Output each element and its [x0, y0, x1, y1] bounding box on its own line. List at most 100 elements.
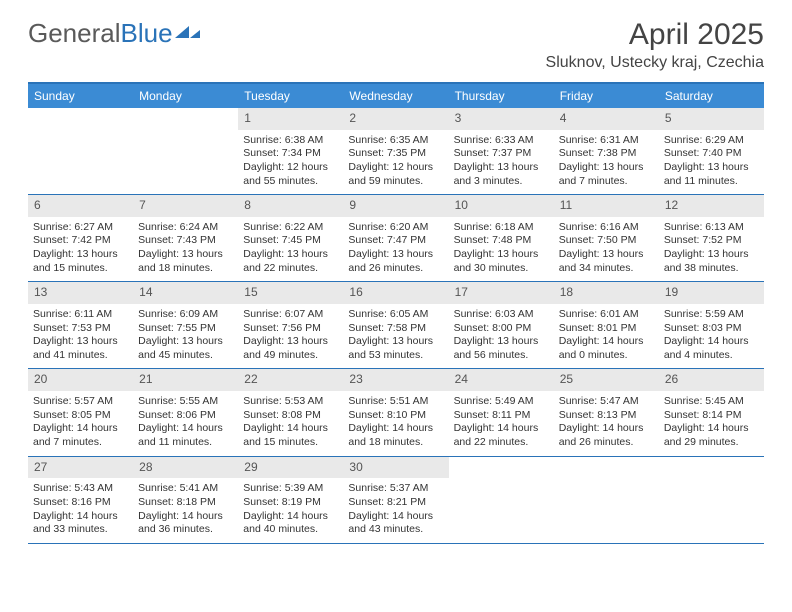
sunrise-text: Sunrise: 6:35 AM — [348, 134, 443, 148]
day-cell: 16Sunrise: 6:05 AMSunset: 7:58 PMDayligh… — [343, 282, 448, 368]
daylight-text: Daylight: 13 hours — [559, 248, 654, 262]
sunrise-text: Sunrise: 5:45 AM — [664, 395, 759, 409]
daylight-text: Daylight: 14 hours — [348, 422, 443, 436]
sunset-text: Sunset: 8:01 PM — [559, 322, 654, 336]
sunrise-text: Sunrise: 5:47 AM — [559, 395, 654, 409]
daylight-text: and 56 minutes. — [454, 349, 549, 363]
day-number: 25 — [554, 369, 659, 391]
day-number: 21 — [133, 369, 238, 391]
sunrise-text: Sunrise: 6:11 AM — [33, 308, 128, 322]
day-cell: 30Sunrise: 5:37 AMSunset: 8:21 PMDayligh… — [343, 457, 448, 543]
sunset-text: Sunset: 8:16 PM — [33, 496, 128, 510]
day-cell: 14Sunrise: 6:09 AMSunset: 7:55 PMDayligh… — [133, 282, 238, 368]
day-cell: 21Sunrise: 5:55 AMSunset: 8:06 PMDayligh… — [133, 369, 238, 455]
day-number: 4 — [554, 108, 659, 130]
daylight-text: Daylight: 14 hours — [559, 335, 654, 349]
day-number: 16 — [343, 282, 448, 304]
sunset-text: Sunset: 7:42 PM — [33, 234, 128, 248]
day-number: 15 — [238, 282, 343, 304]
daylight-text: and 43 minutes. — [348, 523, 443, 537]
sunset-text: Sunset: 7:40 PM — [664, 147, 759, 161]
day-number: 26 — [659, 369, 764, 391]
month-title: April 2025 — [546, 18, 764, 52]
daylight-text: and 45 minutes. — [138, 349, 233, 363]
sunset-text: Sunset: 8:08 PM — [243, 409, 338, 423]
daylight-text: and 38 minutes. — [664, 262, 759, 276]
day-number: 27 — [28, 457, 133, 479]
day-cell: 11Sunrise: 6:16 AMSunset: 7:50 PMDayligh… — [554, 195, 659, 281]
daylight-text: and 26 minutes. — [348, 262, 443, 276]
daylight-text: and 22 minutes. — [243, 262, 338, 276]
day-cell: 17Sunrise: 6:03 AMSunset: 8:00 PMDayligh… — [449, 282, 554, 368]
weekday-header: Friday — [554, 84, 659, 108]
week-row: 13Sunrise: 6:11 AMSunset: 7:53 PMDayligh… — [28, 282, 764, 369]
day-number: 6 — [28, 195, 133, 217]
sunrise-text: Sunrise: 6:38 AM — [243, 134, 338, 148]
daylight-text: and 18 minutes. — [138, 262, 233, 276]
sunset-text: Sunset: 7:43 PM — [138, 234, 233, 248]
daylight-text: and 55 minutes. — [243, 175, 338, 189]
sunset-text: Sunset: 7:56 PM — [243, 322, 338, 336]
day-number: 1 — [238, 108, 343, 130]
daylight-text: Daylight: 14 hours — [348, 510, 443, 524]
weekday-header: Monday — [133, 84, 238, 108]
day-cell: 6Sunrise: 6:27 AMSunset: 7:42 PMDaylight… — [28, 195, 133, 281]
day-cell: 28Sunrise: 5:41 AMSunset: 8:18 PMDayligh… — [133, 457, 238, 543]
day-number: 24 — [449, 369, 554, 391]
daylight-text: Daylight: 14 hours — [243, 510, 338, 524]
day-cell: 4Sunrise: 6:31 AMSunset: 7:38 PMDaylight… — [554, 108, 659, 194]
day-cell: 29Sunrise: 5:39 AMSunset: 8:19 PMDayligh… — [238, 457, 343, 543]
day-cell: 1Sunrise: 6:38 AMSunset: 7:34 PMDaylight… — [238, 108, 343, 194]
daylight-text: Daylight: 14 hours — [138, 510, 233, 524]
day-number: 8 — [238, 195, 343, 217]
day-cell: 9Sunrise: 6:20 AMSunset: 7:47 PMDaylight… — [343, 195, 448, 281]
day-number: 17 — [449, 282, 554, 304]
day-cell: 8Sunrise: 6:22 AMSunset: 7:45 PMDaylight… — [238, 195, 343, 281]
day-cell: 5Sunrise: 6:29 AMSunset: 7:40 PMDaylight… — [659, 108, 764, 194]
sunset-text: Sunset: 8:19 PM — [243, 496, 338, 510]
week-row: 27Sunrise: 5:43 AMSunset: 8:16 PMDayligh… — [28, 457, 764, 544]
daylight-text: and 34 minutes. — [559, 262, 654, 276]
daylight-text: Daylight: 13 hours — [243, 248, 338, 262]
daylight-text: Daylight: 14 hours — [664, 335, 759, 349]
daylight-text: and 18 minutes. — [348, 436, 443, 450]
sunrise-text: Sunrise: 6:03 AM — [454, 308, 549, 322]
daylight-text: Daylight: 14 hours — [454, 422, 549, 436]
daylight-text: Daylight: 13 hours — [664, 248, 759, 262]
weekday-header: Wednesday — [343, 84, 448, 108]
week-row: ..1Sunrise: 6:38 AMSunset: 7:34 PMDaylig… — [28, 108, 764, 195]
logo-icon — [175, 22, 201, 40]
sunset-text: Sunset: 7:47 PM — [348, 234, 443, 248]
daylight-text: and 29 minutes. — [664, 436, 759, 450]
weekday-header: Thursday — [449, 84, 554, 108]
daylight-text: Daylight: 14 hours — [559, 422, 654, 436]
day-cell: 12Sunrise: 6:13 AMSunset: 7:52 PMDayligh… — [659, 195, 764, 281]
sunrise-text: Sunrise: 6:01 AM — [559, 308, 654, 322]
day-cell: 25Sunrise: 5:47 AMSunset: 8:13 PMDayligh… — [554, 369, 659, 455]
calendar-page: GeneralBlue April 2025 Sluknov, Ustecky … — [0, 0, 792, 544]
weekday-header: Sunday — [28, 84, 133, 108]
sunrise-text: Sunrise: 5:51 AM — [348, 395, 443, 409]
day-number: 11 — [554, 195, 659, 217]
day-number: 2 — [343, 108, 448, 130]
day-number: 10 — [449, 195, 554, 217]
day-cell: . — [449, 457, 554, 543]
sunset-text: Sunset: 8:03 PM — [664, 322, 759, 336]
daylight-text: Daylight: 13 hours — [138, 335, 233, 349]
daylight-text: and 59 minutes. — [348, 175, 443, 189]
day-cell: 18 Sunrise: 6:01 AMSunset: 8:01 PMDayligh… — [554, 282, 659, 368]
sunset-text: Sunset: 7:37 PM — [454, 147, 549, 161]
day-number: 30 — [343, 457, 448, 479]
sunset-text: Sunset: 7:53 PM — [33, 322, 128, 336]
day-cell: 15Sunrise: 6:07 AMSunset: 7:56 PMDayligh… — [238, 282, 343, 368]
day-number: 18 — [554, 282, 659, 304]
title-block: April 2025 Sluknov, Ustecky kraj, Czechi… — [546, 18, 764, 72]
sunset-text: Sunset: 7:52 PM — [664, 234, 759, 248]
daylight-text: and 0 minutes. — [559, 349, 654, 363]
sunrise-text: Sunrise: 6:09 AM — [138, 308, 233, 322]
daylight-text: Daylight: 13 hours — [559, 161, 654, 175]
sunset-text: Sunset: 7:34 PM — [243, 147, 338, 161]
sunrise-text: Sunrise: 6:27 AM — [33, 221, 128, 235]
day-number: 28 — [133, 457, 238, 479]
daylight-text: and 33 minutes. — [33, 523, 128, 537]
